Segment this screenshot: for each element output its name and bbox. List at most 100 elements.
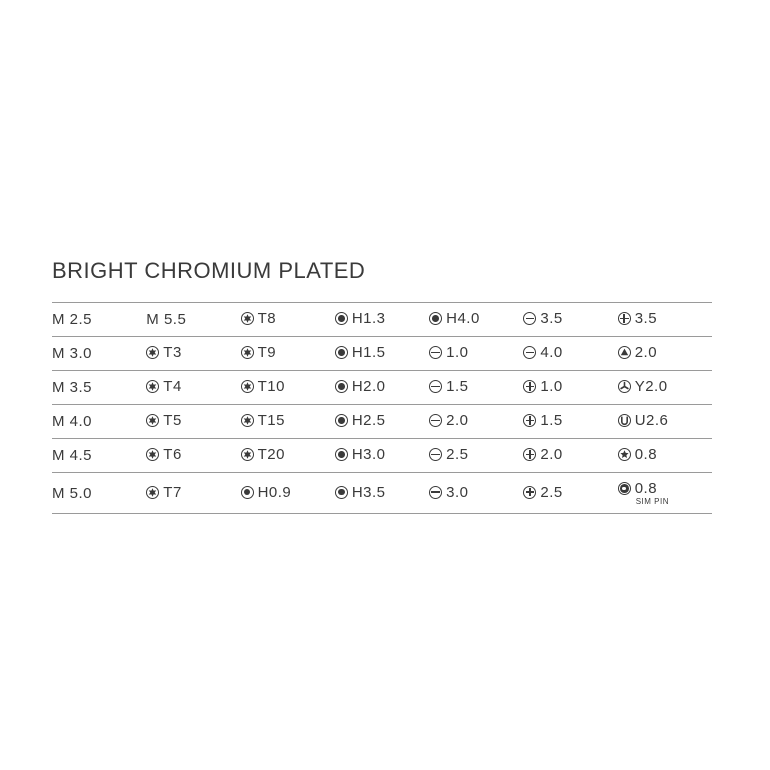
spec-label: H3.0 [352,446,386,463]
spec-label: M 4.0 [52,413,92,430]
table-cell: H3.0 [335,439,429,473]
page-title: BRIGHT CHROMIUM PLATED [52,258,718,284]
spec-label: T20 [258,446,285,463]
spec-label: 2.0 [446,412,468,429]
hex-filled-icon [335,486,348,499]
table-cell: 4.0 [523,337,617,371]
spec-label: 3.0 [446,484,468,501]
table-cell: M 3.5 [52,371,146,405]
table-cell: H2.0 [335,371,429,405]
table-cell: T8 [241,303,335,337]
table-cell: M 4.5 [52,439,146,473]
table-row: M 3.5T4 T10 H2.0 1.5 1.0 Y2.0 [52,371,712,405]
slot-icon [429,486,442,499]
table-cell: 2.0 [429,405,523,439]
spec-label: 0.8 [635,480,657,497]
phillips-icon [523,486,536,499]
torx-icon [146,448,159,461]
spec-label: 2.0 [635,344,657,361]
table-cell: T10 [241,371,335,405]
spec-label: T3 [163,344,182,361]
table-cell: 2.5 [429,439,523,473]
table-cell: Y2.0 [618,371,712,405]
hex-filled-icon [429,312,442,325]
table-cell: 1.5 [523,405,617,439]
table-cell: T7 [146,473,240,514]
table-cell: 3.0 [429,473,523,514]
spec-label: T10 [258,378,285,395]
spec-label: 4.0 [540,344,562,361]
table-cell: H0.9 [241,473,335,514]
torx-icon [241,312,254,325]
spec-label: T9 [258,344,277,361]
table-cell: 1.5 [429,371,523,405]
table-cell: 2.0 [523,439,617,473]
torx-icon [241,414,254,427]
table-cell: T9 [241,337,335,371]
table-cell: 3.5 [618,303,712,337]
spec-label: H1.3 [352,310,386,327]
tri-wing-icon [618,380,631,393]
slot-icon [523,346,536,359]
slot-icon [429,414,442,427]
spec-label: H4.0 [446,310,480,327]
spec-sublabel: SIM PIN [636,497,710,506]
table-cell: T4 [146,371,240,405]
slot-icon [523,312,536,325]
table-cell: 2.0 [618,337,712,371]
spec-label: H2.0 [352,378,386,395]
torx-icon [241,380,254,393]
table-cell: 0.8SIM PIN [618,473,712,514]
hex-filled-icon [335,448,348,461]
spec-label: H2.5 [352,412,386,429]
table-row: M 2.5M 5.5 T8 H1.3 H4.0 3.5 3.5 [52,303,712,337]
table-cell: 0.8 [618,439,712,473]
spec-label: 2.0 [540,446,562,463]
torx-icon [146,414,159,427]
table-row: M 4.0T5T15H2.52.01.5U2.6 [52,405,712,439]
table-cell: H3.5 [335,473,429,514]
table-cell: T20 [241,439,335,473]
table-cell: H2.5 [335,405,429,439]
torx-icon [146,486,159,499]
spec-label: 3.5 [540,310,562,327]
phillips-icon [523,414,536,427]
slot-icon [429,448,442,461]
torx-icon [146,346,159,359]
table-cell: H4.0 [429,303,523,337]
spec-table: M 2.5M 5.5T8H1.3H4.03.53.5M 3.0T3T9H1.51… [52,302,712,514]
hex-filled-icon [241,486,254,499]
table-row: M 5.0 T7 H0.9 H3.5 3.0 2.5 0.8SIM PIN [52,473,712,514]
table-row: M 4.5T6T20H3.02.52.00.8 [52,439,712,473]
spec-label: 2.5 [540,484,562,501]
spec-label: M 4.5 [52,447,92,464]
table-row: M 3.0T3T9H1.51.04.02.0 [52,337,712,371]
hex-filled-icon [335,312,348,325]
table-cell: T3 [146,337,240,371]
spec-label: Y2.0 [635,378,668,395]
hex-filled-icon [335,414,348,427]
table-cell: T15 [241,405,335,439]
torx-icon [146,380,159,393]
spec-label: 1.0 [540,378,562,395]
table-cell: M 5.5 [146,303,240,337]
u-spanner-icon [618,414,631,427]
spec-label: H3.5 [352,484,386,501]
spec-label: T7 [163,484,182,501]
slot-icon [429,346,442,359]
spec-label: T15 [258,412,285,429]
spec-label: T8 [258,310,277,327]
phillips-icon [523,380,536,393]
spec-label: 1.0 [446,344,468,361]
table-cell: 3.5 [523,303,617,337]
sim-pin-icon [618,482,631,495]
spec-label: U2.6 [635,412,669,429]
table-cell: M 2.5 [52,303,146,337]
table-cell: M 4.0 [52,405,146,439]
torx-icon [241,346,254,359]
pentalobe-icon [618,448,631,461]
hex-filled-icon [335,346,348,359]
table-cell: M 5.0 [52,473,146,514]
triangle-icon [618,346,631,359]
table-cell: 2.5 [523,473,617,514]
